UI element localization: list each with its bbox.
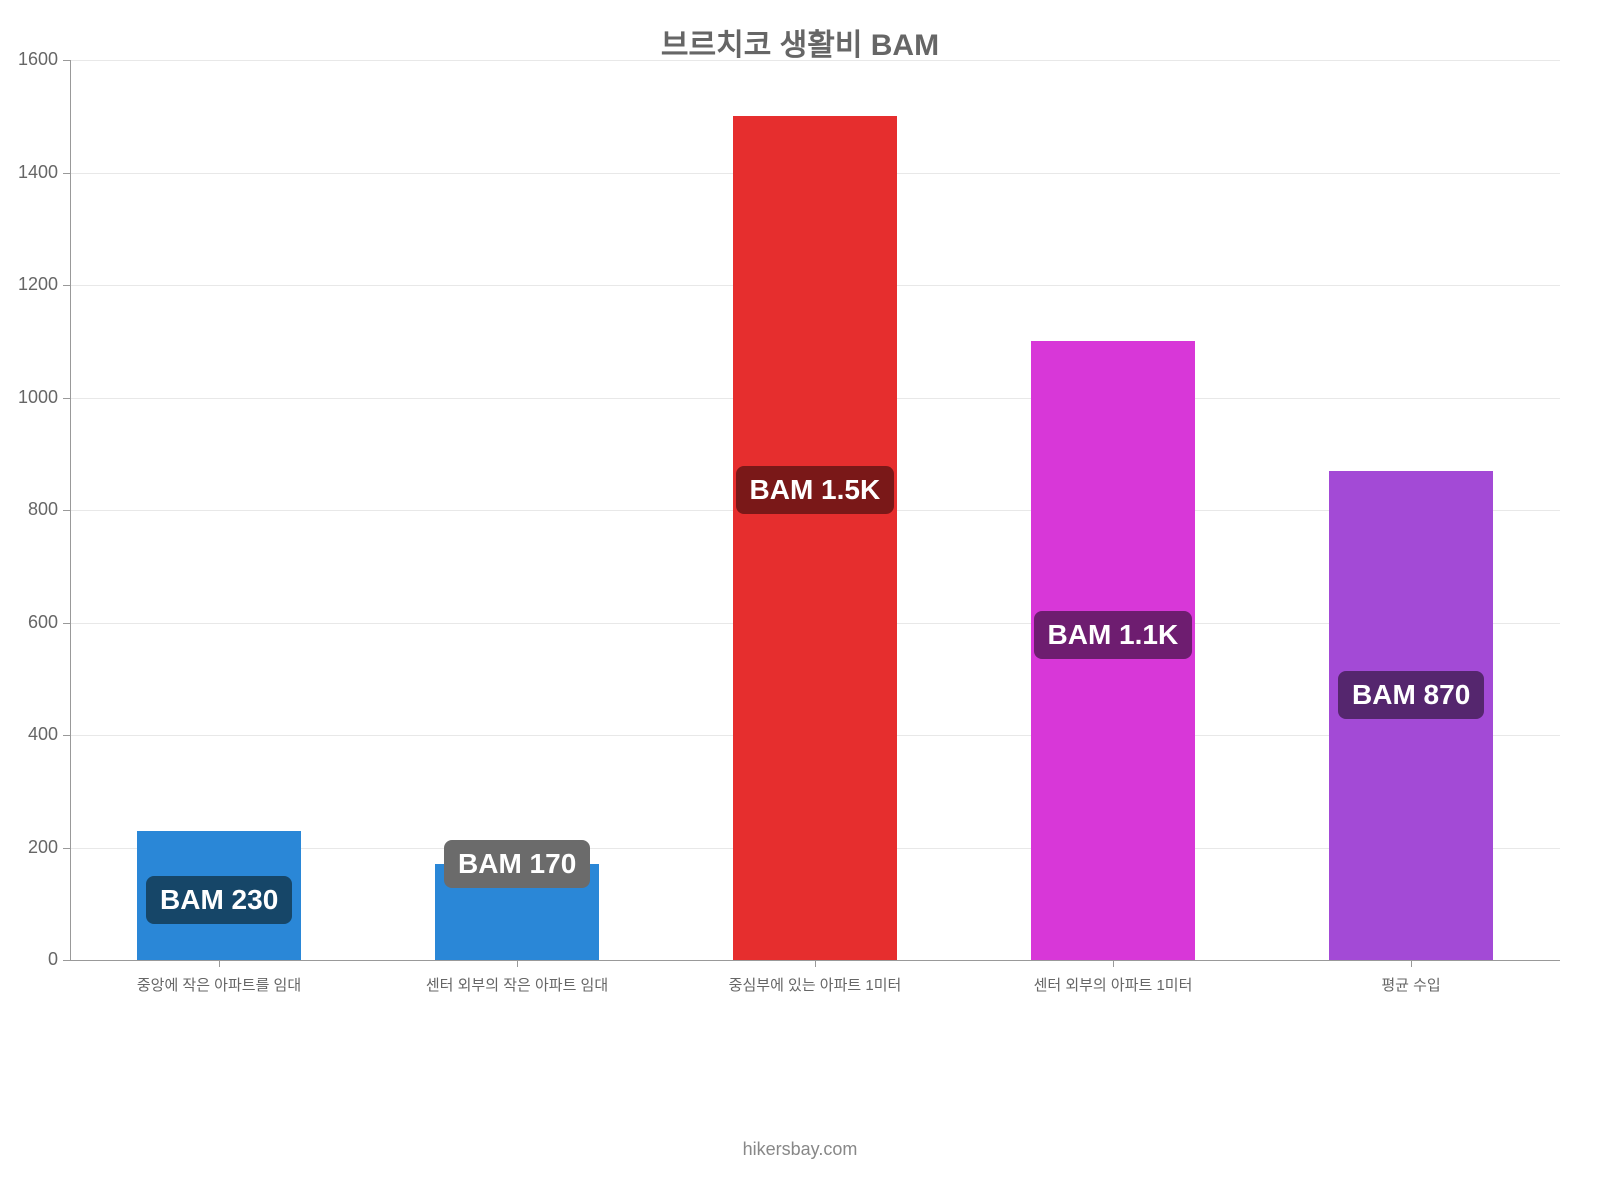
y-tick-label: 1000 xyxy=(0,387,58,408)
y-tick-mark xyxy=(63,960,70,961)
bar-value-text: BAM 1.1K xyxy=(1048,619,1179,651)
y-tick-mark xyxy=(63,735,70,736)
y-tick-mark xyxy=(63,173,70,174)
bar-value-text: BAM 230 xyxy=(160,884,278,916)
y-tick-mark xyxy=(63,398,70,399)
x-tick-label: 평균 수입 xyxy=(1262,974,1560,995)
bar-value-text: BAM 170 xyxy=(458,848,576,880)
y-tick-label: 1200 xyxy=(0,274,58,295)
bar-value-badge: BAM 170 xyxy=(444,840,590,888)
x-tick-label: 센터 외부의 작은 아파트 임대 xyxy=(368,974,666,995)
bar-value-badge: BAM 1.1K xyxy=(1034,611,1193,659)
y-tick-mark xyxy=(63,60,70,61)
y-axis-line xyxy=(70,60,71,960)
bar-value-text: BAM 1.5K xyxy=(750,474,881,506)
x-tick-mark xyxy=(815,960,816,967)
chart-title: 브르치코 생활비 BAM xyxy=(0,20,1600,64)
x-tick-label: 센터 외부의 아파트 1미터 xyxy=(964,974,1262,995)
y-tick-label: 200 xyxy=(0,837,58,858)
bar-value-badge: BAM 230 xyxy=(146,876,292,924)
attribution-text: hikersbay.com xyxy=(0,1139,1600,1160)
plot-area: 02004006008001000120014001600BAM 230중앙에 … xyxy=(70,60,1560,960)
x-tick-mark xyxy=(1411,960,1412,967)
x-tick-label: 중앙에 작은 아파트를 임대 xyxy=(70,974,368,995)
y-tick-label: 1400 xyxy=(0,162,58,183)
y-tick-label: 600 xyxy=(0,612,58,633)
x-tick-mark xyxy=(517,960,518,967)
y-tick-mark xyxy=(63,623,70,624)
bar xyxy=(733,116,897,960)
y-tick-mark xyxy=(63,848,70,849)
y-tick-label: 800 xyxy=(0,499,58,520)
x-tick-mark xyxy=(219,960,220,967)
x-tick-label: 중심부에 있는 아파트 1미터 xyxy=(666,974,964,995)
y-tick-mark xyxy=(63,510,70,511)
gridline xyxy=(70,60,1560,61)
chart-container: 브르치코 생활비 BAM 020040060080010001200140016… xyxy=(0,0,1600,1200)
bar-value-badge: BAM 1.5K xyxy=(736,466,895,514)
y-tick-label: 0 xyxy=(0,949,58,970)
y-tick-mark xyxy=(63,285,70,286)
x-tick-mark xyxy=(1113,960,1114,967)
y-tick-label: 1600 xyxy=(0,49,58,70)
y-tick-label: 400 xyxy=(0,724,58,745)
bar-value-badge: BAM 870 xyxy=(1338,671,1484,719)
bar-value-text: BAM 870 xyxy=(1352,679,1470,711)
